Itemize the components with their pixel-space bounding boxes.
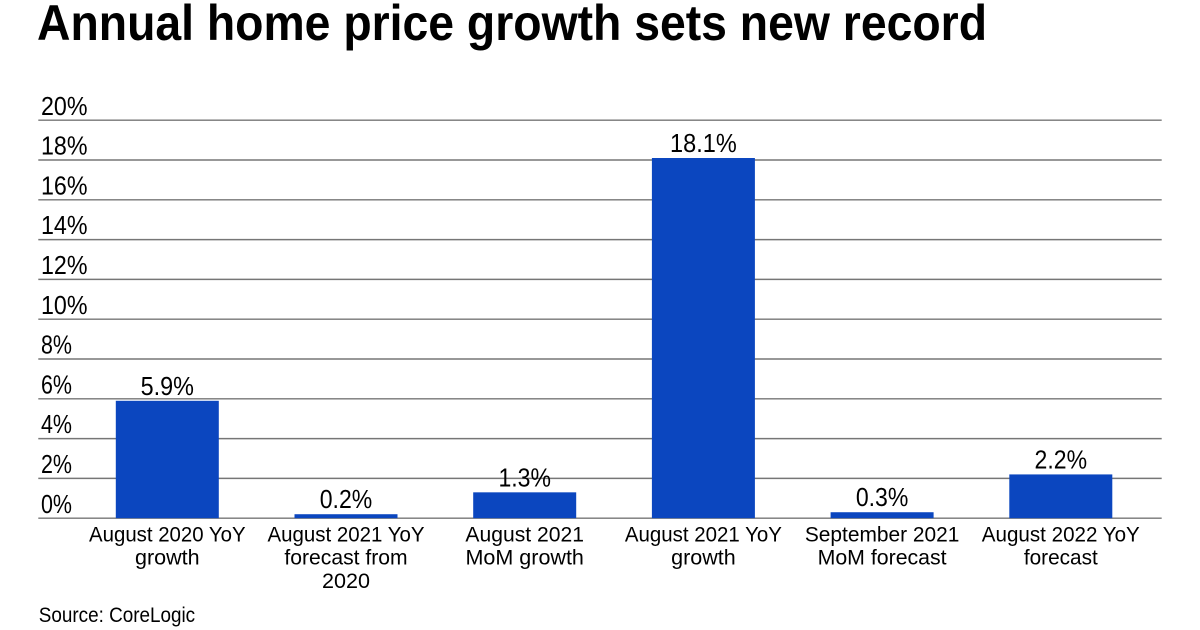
svg-text:August 2021: August 2021	[465, 524, 584, 547]
svg-text:0.2%: 0.2%	[320, 486, 373, 514]
svg-text:18.1%: 18.1%	[670, 130, 737, 158]
svg-text:growth: growth	[135, 547, 200, 570]
svg-text:16%: 16%	[41, 172, 88, 200]
svg-text:2%: 2%	[41, 451, 72, 479]
svg-text:14%: 14%	[41, 212, 88, 240]
svg-text:September 2021: September 2021	[805, 524, 960, 547]
svg-text:8%: 8%	[41, 332, 72, 360]
svg-text:4%: 4%	[41, 411, 72, 439]
svg-text:Source: CoreLogic: Source: CoreLogic	[39, 604, 195, 627]
svg-text:August 2020 YoY: August 2020 YoY	[89, 524, 246, 547]
svg-text:August 2021 YoY: August 2021 YoY	[268, 524, 425, 547]
svg-text:August 2022 YoY: August 2022 YoY	[982, 524, 1140, 547]
svg-text:Annual home price growth sets: Annual home price growth sets new record	[37, 0, 987, 51]
svg-text:2.2%: 2.2%	[1035, 446, 1088, 474]
svg-text:0%: 0%	[41, 491, 72, 519]
svg-text:MoM forecast: MoM forecast	[818, 547, 947, 570]
svg-text:12%: 12%	[41, 252, 88, 280]
svg-text:20%: 20%	[41, 93, 88, 121]
svg-text:0.3%: 0.3%	[856, 484, 909, 512]
svg-text:5.9%: 5.9%	[141, 373, 194, 401]
svg-text:August 2021 YoY: August 2021 YoY	[625, 524, 782, 547]
svg-text:2020: 2020	[322, 570, 370, 593]
svg-text:forecast from: forecast from	[284, 547, 407, 570]
svg-text:1.3%: 1.3%	[498, 464, 551, 492]
svg-text:18%: 18%	[41, 133, 88, 161]
svg-text:10%: 10%	[41, 292, 88, 320]
svg-text:MoM growth: MoM growth	[466, 547, 584, 570]
svg-text:6%: 6%	[41, 371, 72, 399]
svg-text:forecast: forecast	[1024, 547, 1098, 570]
svg-text:growth: growth	[671, 547, 736, 570]
